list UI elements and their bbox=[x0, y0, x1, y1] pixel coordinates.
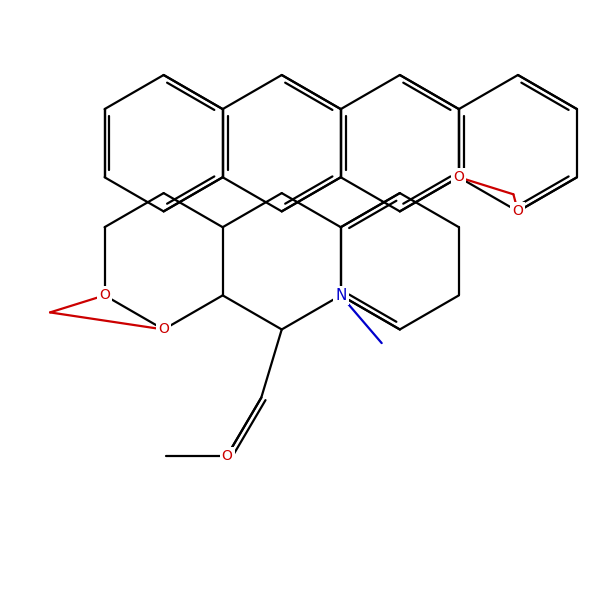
Text: O: O bbox=[222, 449, 233, 463]
Text: N: N bbox=[335, 288, 346, 303]
Text: O: O bbox=[99, 289, 110, 302]
Text: O: O bbox=[158, 322, 169, 337]
Text: O: O bbox=[512, 205, 523, 218]
Text: O: O bbox=[454, 170, 464, 184]
